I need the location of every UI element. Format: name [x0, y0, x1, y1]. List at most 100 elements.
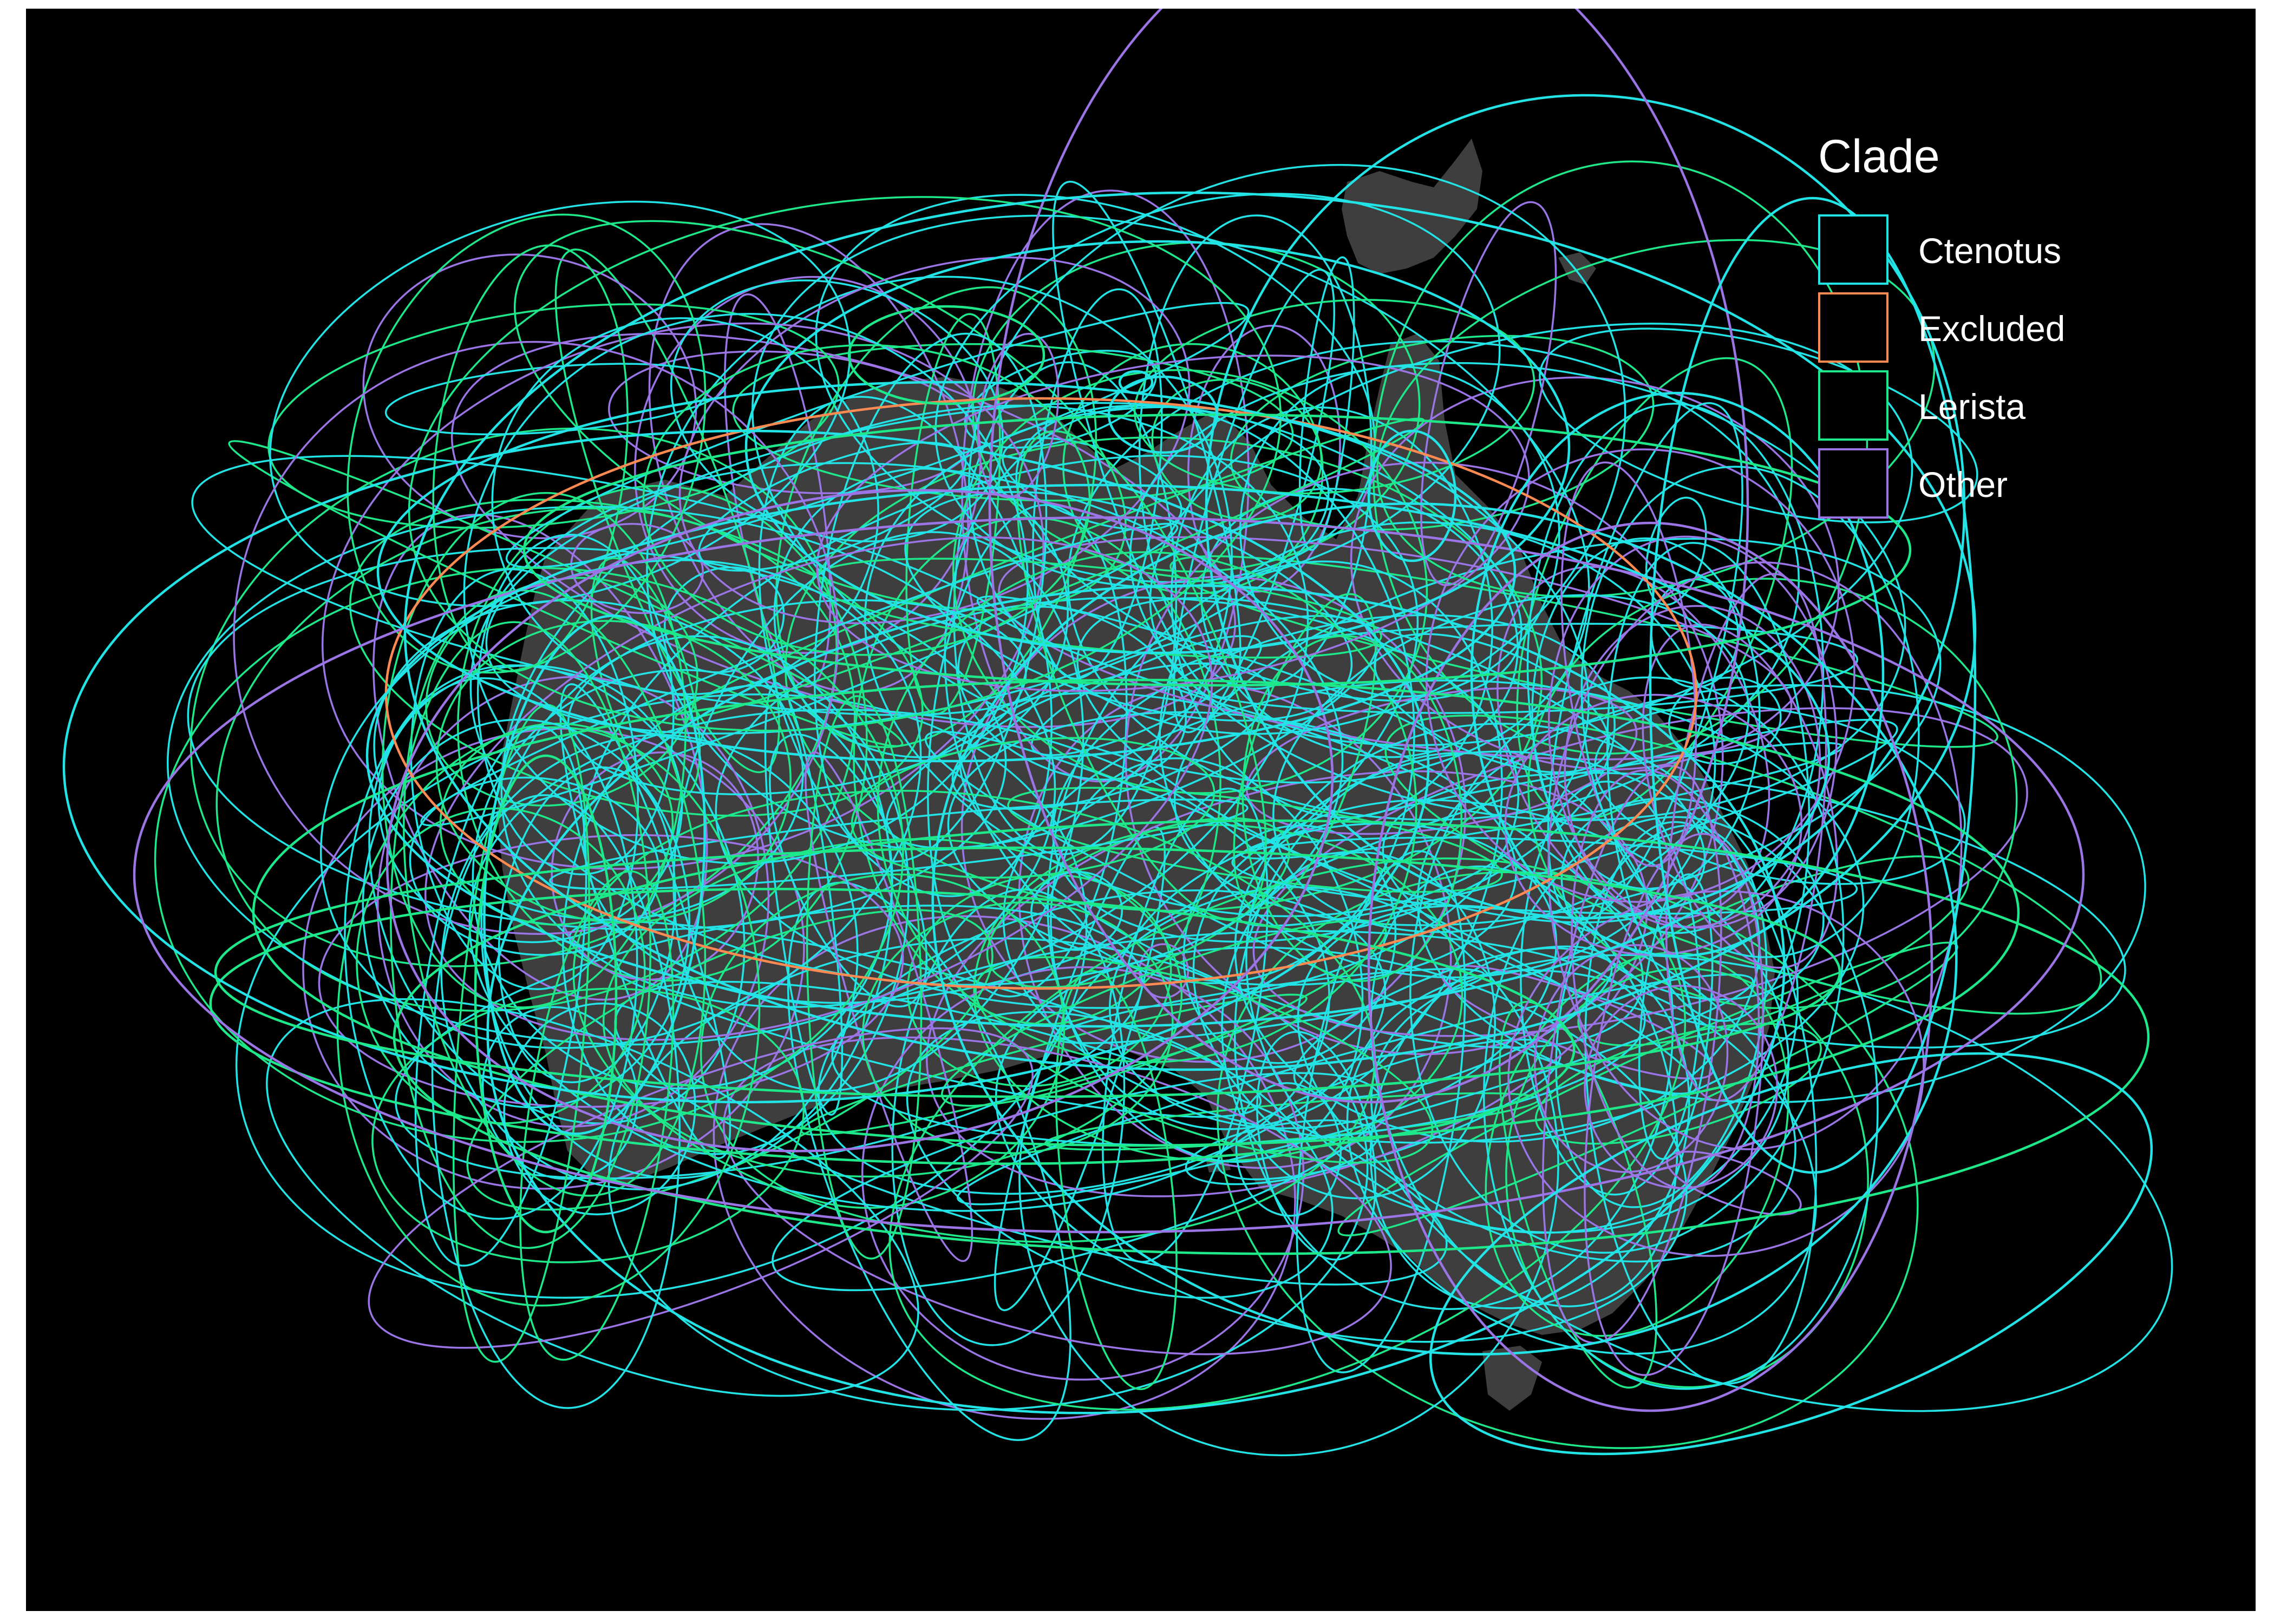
range-ellipse-lerista	[393, 819, 2150, 1255]
range-ellipse-lerista	[986, 817, 1291, 988]
range-ellipse-lerista	[806, 695, 923, 1260]
range-ellipse-other	[713, 915, 1296, 1420]
range-ellipse-ctenotus	[1173, 538, 1942, 926]
range-ellipse-lerista	[252, 678, 2020, 1147]
range-ellipse-ctenotus	[583, 455, 1419, 1004]
range-ellipse-ctenotus	[1594, 704, 1966, 885]
range-ellipse-ctenotus	[1293, 945, 1613, 1099]
range-ellipse-ctenotus	[906, 1011, 1334, 1299]
range-ellipse-lerista	[356, 807, 646, 1124]
legend-item-other: Other	[1818, 448, 2121, 526]
range-ellipse-ctenotus	[1256, 1031, 1377, 1261]
range-ellipse-ctenotus	[1367, 429, 1457, 562]
legend-key-excluded	[1818, 292, 1889, 363]
range-ellipse-ctenotus	[764, 682, 844, 1116]
range-ellipse-other	[1547, 535, 1838, 929]
legend-label-lerista: Lerista	[1918, 387, 2026, 427]
range-ellipse-ctenotus	[1076, 597, 1706, 924]
range-ellipse-lerista	[1527, 578, 2018, 1009]
range-ellipse-lerista	[390, 621, 651, 1249]
range-ellipse-other	[1564, 605, 1821, 928]
range-ellipse-other	[551, 751, 759, 981]
range-ellipse-ctenotus	[486, 584, 1786, 1415]
range-ellipse-layer	[62, 9, 2173, 1457]
range-ellipse-ctenotus	[1606, 542, 1811, 1022]
range-ellipse-other	[385, 489, 1334, 1152]
legend-label-ctenotus: Ctenotus	[1918, 231, 2062, 271]
range-ellipse-ctenotus	[1272, 594, 1750, 933]
new-guinea-landmass	[1342, 139, 1482, 274]
range-ellipse-ctenotus	[1200, 488, 1519, 758]
range-ellipse-lerista	[381, 492, 687, 1009]
range-ellipse-lerista	[154, 567, 904, 1143]
range-ellipse-ctenotus	[956, 973, 1754, 1206]
range-ellipse-ctenotus	[664, 566, 785, 673]
range-ellipse-ctenotus	[715, 596, 1520, 1009]
range-ellipse-ctenotus	[1235, 1082, 1342, 1217]
range-ellipse-lerista	[474, 754, 618, 1234]
range-ellipse-ctenotus	[409, 776, 660, 956]
range-ellipse-lerista	[906, 874, 1172, 1088]
range-ellipse-ctenotus	[431, 794, 681, 1409]
range-ellipse-lerista	[347, 213, 707, 674]
range-ellipse-ctenotus	[362, 718, 690, 1109]
range-ellipse-ctenotus	[481, 1006, 638, 1180]
range-ellipse-other	[998, 536, 1793, 761]
range-ellipse-other	[1507, 890, 1925, 1257]
range-ellipse-ctenotus	[1296, 850, 1466, 1373]
range-ellipse-ctenotus	[698, 441, 967, 572]
range-ellipse-lerista	[642, 344, 1091, 656]
range-ellipse-ctenotus	[1483, 816, 1879, 1390]
range-ellipse-ctenotus	[376, 381, 1517, 763]
range-ellipse-ctenotus	[1245, 723, 1799, 1234]
range-ellipse-ctenotus	[491, 317, 879, 696]
range-ellipse-lerista	[1151, 378, 1323, 520]
range-ellipse-lerista	[1233, 593, 1377, 909]
range-ellipse-lerista	[952, 369, 1428, 794]
range-ellipse-other	[322, 322, 1044, 870]
range-ellipse-other	[722, 1036, 1392, 1355]
range-ellipse-lerista	[1516, 357, 1793, 820]
range-ellipse-other	[805, 751, 973, 1262]
map-canvas	[62, 9, 2173, 1457]
range-ellipse-other	[1584, 985, 1779, 1189]
range-ellipse-ctenotus	[1118, 370, 1154, 395]
range-ellipse-ctenotus	[505, 302, 1250, 568]
legend-key-other	[1818, 448, 1889, 519]
range-ellipse-other	[1665, 573, 1827, 1102]
range-ellipse-ctenotus	[1668, 676, 1782, 765]
range-ellipse-ctenotus	[476, 533, 675, 875]
range-ellipse-lerista	[408, 196, 1282, 732]
range-ellipse-ctenotus	[1107, 375, 1219, 454]
range-ellipse-other	[1125, 461, 1724, 1056]
range-ellipse-ctenotus	[373, 599, 804, 921]
range-ellipse-ctenotus	[744, 240, 1571, 654]
range-ellipse-lerista	[847, 305, 1045, 405]
range-ellipse-other	[1420, 201, 1557, 586]
range-ellipse-lerista	[1505, 967, 1869, 1389]
range-ellipse-lerista	[209, 888, 1576, 1165]
range-ellipse-other	[861, 966, 1305, 1381]
range-ellipse-ctenotus	[931, 502, 1958, 1355]
range-ellipse-lerista	[214, 846, 1841, 1098]
range-ellipse-ctenotus	[924, 730, 1698, 1095]
range-ellipse-ctenotus	[1645, 496, 1707, 606]
range-ellipse-ctenotus	[1032, 288, 1163, 680]
range-ellipse-ctenotus	[957, 606, 1187, 781]
range-ellipse-ctenotus	[1102, 788, 1269, 1263]
range-ellipse-ctenotus	[1172, 623, 1859, 714]
range-ellipse-other	[1367, 521, 1933, 1412]
range-ellipse-other	[960, 575, 1467, 1063]
range-ellipse-lerista	[1007, 787, 1503, 893]
range-ellipse-ctenotus	[266, 998, 919, 1397]
range-ellipse-ctenotus	[752, 214, 1590, 784]
range-ellipse-lerista	[1016, 430, 1267, 920]
range-ellipse-ctenotus	[1649, 197, 1977, 1174]
range-ellipse-ctenotus	[935, 193, 1501, 588]
range-ellipse-ctenotus	[1526, 402, 1825, 934]
range-ellipse-lerista	[1498, 1000, 1658, 1389]
range-ellipse-ctenotus	[1409, 676, 1845, 1254]
range-ellipse-ctenotus	[62, 429, 1430, 1104]
range-ellipse-ctenotus	[1520, 781, 1701, 1196]
range-ellipse-lerista	[851, 737, 1216, 879]
